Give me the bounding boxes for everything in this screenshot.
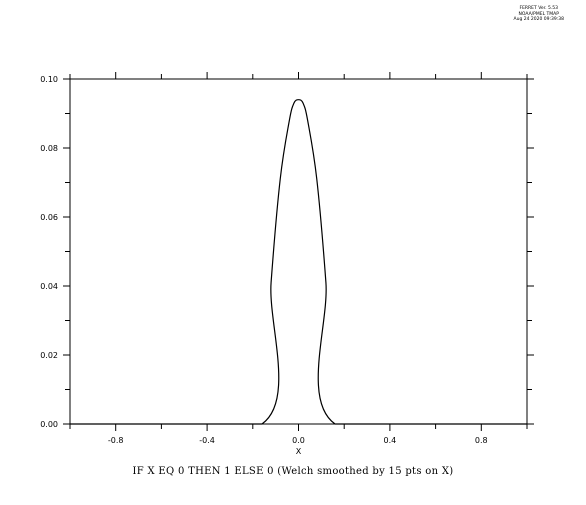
x-tick-label: -0.8 xyxy=(108,436,124,445)
y-tick-label: 0.04 xyxy=(40,282,58,291)
plot-frame xyxy=(69,78,528,425)
x-tick-label: -0.4 xyxy=(199,436,215,445)
x-tick-label: 0.8 xyxy=(475,436,488,445)
y-tick-label: 0.10 xyxy=(40,75,58,84)
header-org: NOAA/PMEL TMAP xyxy=(518,11,559,17)
y-tick-label: 0.02 xyxy=(40,351,58,360)
plot-header: FERRET Ver. 5.53 NOAA/PMEL TMAP Aug 24 2… xyxy=(514,6,564,23)
chart-caption: IF X EQ 0 THEN 1 ELSE 0 (Welch smoothed … xyxy=(132,466,454,477)
x-tick-label: 0.4 xyxy=(384,436,397,445)
y-tick-label: 0.08 xyxy=(40,144,58,153)
header-version: FERRET Ver. 5.53 xyxy=(519,6,559,11)
y-tick-label: 0.00 xyxy=(40,420,58,429)
x-tick-label: 0.0 xyxy=(292,436,305,445)
header-timestamp: Aug 24 2020 09:39:38 xyxy=(513,17,564,22)
x-axis-title: X xyxy=(296,447,302,456)
y-tick-label: 0.06 xyxy=(40,213,58,222)
series-line xyxy=(70,99,527,425)
